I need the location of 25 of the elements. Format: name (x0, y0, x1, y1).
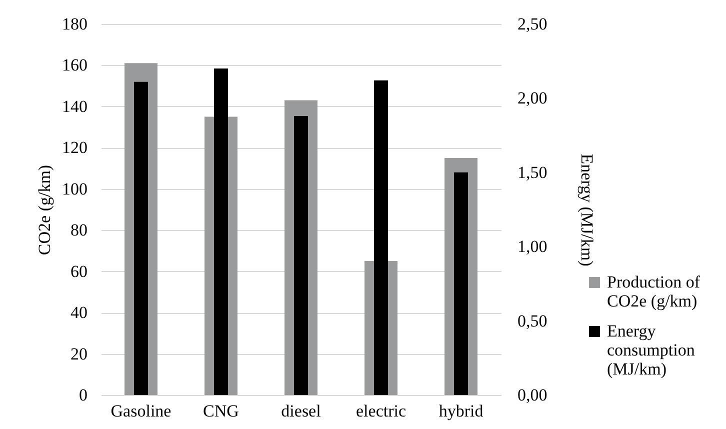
y2-tick-label: 0,50 (518, 311, 548, 330)
y-tick-label: 100 (62, 179, 88, 198)
y-axis-title: CO2e (g/km) (35, 164, 54, 256)
y2-tick-label: 2,00 (518, 88, 548, 108)
y-tick-label: 0 (79, 386, 88, 404)
y2-tick-label: 1,50 (518, 162, 548, 182)
legend-label: Production of CO2e (g/km) (607, 272, 700, 310)
y2-tick-label: 1,00 (518, 237, 548, 256)
x-tick-label: diesel (281, 402, 322, 420)
y2-axis-title: Energy (MJ/km) (577, 154, 596, 266)
x-tick-label: electric (356, 402, 406, 420)
y-tick-label: 60 (70, 262, 88, 281)
x-tick-label: hybrid (438, 402, 484, 420)
y-tick-label: 180 (62, 14, 88, 34)
legend-label: Energy consumption (MJ/km) (607, 322, 696, 378)
y-tick-label: 160 (62, 56, 88, 75)
y-tick-label: 20 (70, 344, 88, 364)
y-tick-label: 120 (62, 138, 88, 158)
y-tick-label: 140 (62, 96, 88, 116)
y2-tick-label: 0,00 (518, 386, 548, 404)
y-tick-label: 40 (70, 303, 88, 322)
x-tick-label: CNG (203, 402, 239, 420)
y-tick-label: 80 (70, 220, 88, 240)
x-tick-label: Gasoline (110, 402, 172, 420)
y2-tick-label: 2,50 (518, 14, 548, 34)
